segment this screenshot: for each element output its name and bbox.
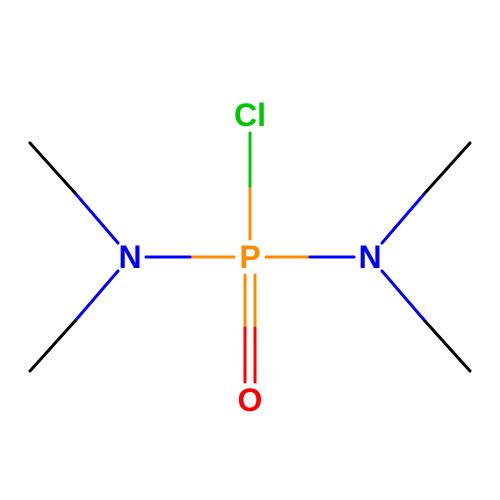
atom-N1: N (118, 239, 141, 275)
molecule-diagram: P Cl O N N (0, 0, 500, 500)
atom-O: O (238, 382, 263, 418)
atom-Cl: Cl (234, 97, 266, 133)
bond-N1-C1 (30, 143, 75, 193)
bond-N1-C2 (75, 271, 118, 321)
bond-N2-C4 (382, 271, 425, 321)
bond-N2-C4 (425, 321, 470, 371)
bond-N2-C3 (382, 193, 425, 243)
bond-N2-C3 (425, 143, 470, 193)
bond-N1-C1 (75, 193, 118, 243)
bond-N1-C2 (30, 321, 75, 371)
atom-N2: N (358, 239, 381, 275)
atom-P: P (239, 239, 260, 275)
